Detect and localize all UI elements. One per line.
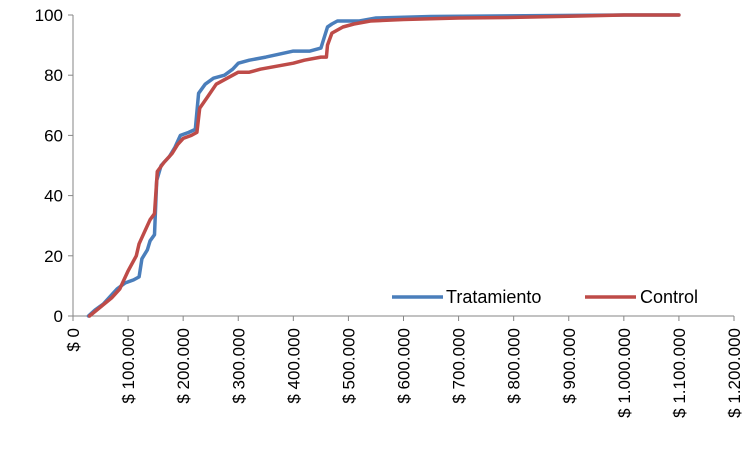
x-tick-label: $ 1.000.000	[615, 328, 634, 418]
legend-label-control: Control	[640, 287, 698, 307]
x-tick-label: $ 100.000	[119, 328, 138, 404]
x-tick-label: $ 200.000	[174, 328, 193, 404]
legend: Tratamiento Control	[392, 287, 698, 307]
axes: 0 20 40 60 80 100 $ 0 $ 100.000 $ 200.000 $ 300.0…	[35, 6, 744, 418]
y-tick-label: 0	[54, 307, 63, 326]
y-tick-label: 60	[44, 126, 63, 145]
y-tick-label: 40	[44, 187, 63, 206]
x-tick-label: $ 800.000	[505, 328, 524, 404]
x-tick-label: $ 400.000	[284, 328, 303, 404]
x-tick-label: $ 500.000	[339, 328, 358, 404]
x-tick-label: $ 600.000	[395, 328, 414, 404]
legend-label-tratamiento: Tratamiento	[446, 287, 541, 307]
x-tick-label: $ 700.000	[450, 328, 469, 404]
x-tick-label: $ 0	[64, 328, 83, 352]
x-tick-label: $ 300.000	[229, 328, 248, 404]
y-tick-label: 80	[44, 66, 63, 85]
x-tick-label: $ 1.200.000	[725, 328, 744, 418]
x-tick-label: $ 900.000	[560, 328, 579, 404]
y-tick-label: 20	[44, 247, 63, 266]
series-line-control	[87, 13, 681, 318]
y-tick-label: 100	[35, 6, 63, 25]
series-line-tratamiento	[86, 13, 681, 318]
series-lines	[86, 13, 681, 318]
x-tick-label: $ 1.100.000	[670, 328, 689, 418]
